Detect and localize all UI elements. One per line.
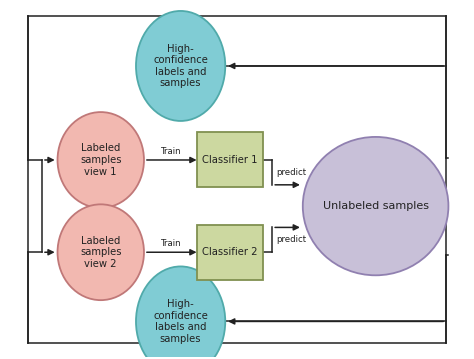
Text: High-
confidence
labels and
samples: High- confidence labels and samples xyxy=(153,299,208,344)
Text: Labeled
samples
view 1: Labeled samples view 1 xyxy=(80,143,121,177)
Ellipse shape xyxy=(57,204,144,300)
Text: Classifier 2: Classifier 2 xyxy=(202,247,258,257)
Text: Train: Train xyxy=(161,147,182,156)
Ellipse shape xyxy=(136,266,225,359)
Text: Unlabeled samples: Unlabeled samples xyxy=(323,201,428,211)
Text: Train: Train xyxy=(161,239,182,248)
Text: High-
confidence
labels and
samples: High- confidence labels and samples xyxy=(153,43,208,88)
Ellipse shape xyxy=(136,11,225,121)
Text: predict: predict xyxy=(276,235,306,244)
Ellipse shape xyxy=(303,137,448,275)
Text: Labeled
samples
view 2: Labeled samples view 2 xyxy=(80,236,121,269)
FancyBboxPatch shape xyxy=(197,132,263,187)
Ellipse shape xyxy=(57,112,144,208)
Text: predict: predict xyxy=(276,168,306,177)
Text: Classifier 1: Classifier 1 xyxy=(202,155,258,165)
FancyBboxPatch shape xyxy=(197,225,263,280)
